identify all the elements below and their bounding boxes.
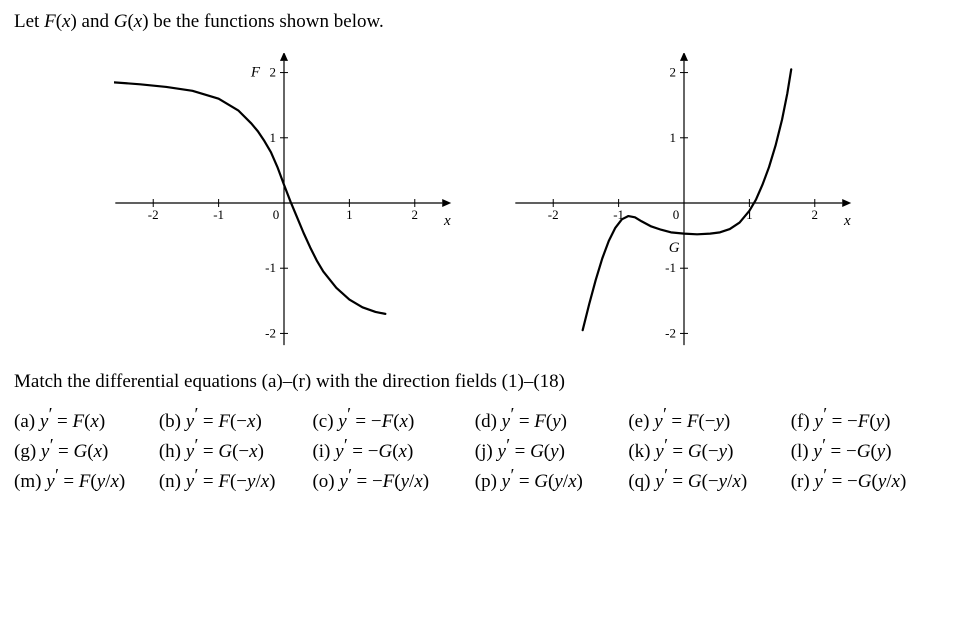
equation-g: (g) y = G(x) [14, 437, 159, 467]
svg-text:x: x [443, 213, 451, 229]
svg-text:-1: -1 [213, 207, 224, 222]
equation-f: (f) y = −F(y) [791, 407, 953, 437]
svg-text:1: 1 [269, 129, 276, 144]
intro-suffix: be the functions shown below. [149, 11, 384, 32]
equation-k: (k) y = G(−y) [628, 437, 790, 467]
svg-text:1: 1 [669, 129, 676, 144]
svg-text:-2: -2 [265, 325, 276, 340]
equation-row: (g) y = G(x)(h) y = G(−x)(i) y = −G(x)(j… [14, 437, 953, 467]
intro-prefix: Let [14, 11, 44, 32]
svg-text:2: 2 [269, 64, 276, 79]
svg-text:1: 1 [346, 207, 353, 222]
equation-j: (j) y = G(y) [475, 437, 629, 467]
intro-F: F [44, 11, 56, 32]
svg-text:-1: -1 [265, 260, 276, 275]
equation-h: (h) y = G(−x) [159, 437, 313, 467]
charts-row: -2-1012-2-112Fx -2-1012-2-112xG [14, 53, 953, 353]
svg-text:2: 2 [811, 207, 818, 222]
equation-i: (i) y = −G(x) [312, 437, 474, 467]
intro-mid: and [77, 11, 114, 32]
svg-text:-2: -2 [665, 325, 676, 340]
equation-n: (n) y = F(−y/x) [159, 467, 313, 497]
equation-row: (a) y = F(x)(b) y = F(−x)(c) y = −F(x)(d… [14, 407, 953, 437]
svg-text:0: 0 [272, 207, 279, 222]
match-instruction: Match the differential equations (a)–(r)… [14, 371, 953, 393]
equation-q: (q) y = G(−y/x) [628, 467, 790, 497]
svg-text:x: x [843, 213, 851, 229]
equation-o: (o) y = −F(y/x) [312, 467, 474, 497]
equations-grid: (a) y = F(x)(b) y = F(−x)(c) y = −F(x)(d… [14, 407, 953, 498]
equation-m: (m) y = F(y/x) [14, 467, 159, 497]
svg-text:0: 0 [672, 207, 679, 222]
chart-F: -2-1012-2-112Fx [114, 53, 454, 353]
equation-c: (c) y = −F(x) [312, 407, 474, 437]
svg-text:-2: -2 [147, 207, 158, 222]
svg-text:2: 2 [669, 64, 676, 79]
intro-G: G [114, 11, 128, 32]
svg-text:-2: -2 [547, 207, 558, 222]
equation-d: (d) y = F(y) [475, 407, 629, 437]
svg-text:2: 2 [411, 207, 418, 222]
svg-text:G: G [668, 240, 679, 256]
equation-l: (l) y = −G(y) [791, 437, 953, 467]
equation-r: (r) y = −G(y/x) [791, 467, 953, 497]
equation-e: (e) y = F(−y) [628, 407, 790, 437]
intro-x1: x [62, 11, 70, 32]
intro-text: Let F(x) and G(x) be the functions shown… [14, 10, 953, 35]
equation-row: (m) y = F(y/x)(n) y = F(−y/x)(o) y = −F(… [14, 467, 953, 497]
svg-text:F: F [249, 64, 260, 80]
chart-G: -2-1012-2-112xG [514, 53, 854, 353]
intro-x2: x [134, 11, 142, 32]
equation-p: (p) y = G(y/x) [475, 467, 629, 497]
page: { "intro": { "prefix": "Let ", "F": "F",… [0, 0, 967, 632]
equation-a: (a) y = F(x) [14, 407, 159, 437]
equation-b: (b) y = F(−x) [159, 407, 313, 437]
svg-text:-1: -1 [665, 260, 676, 275]
